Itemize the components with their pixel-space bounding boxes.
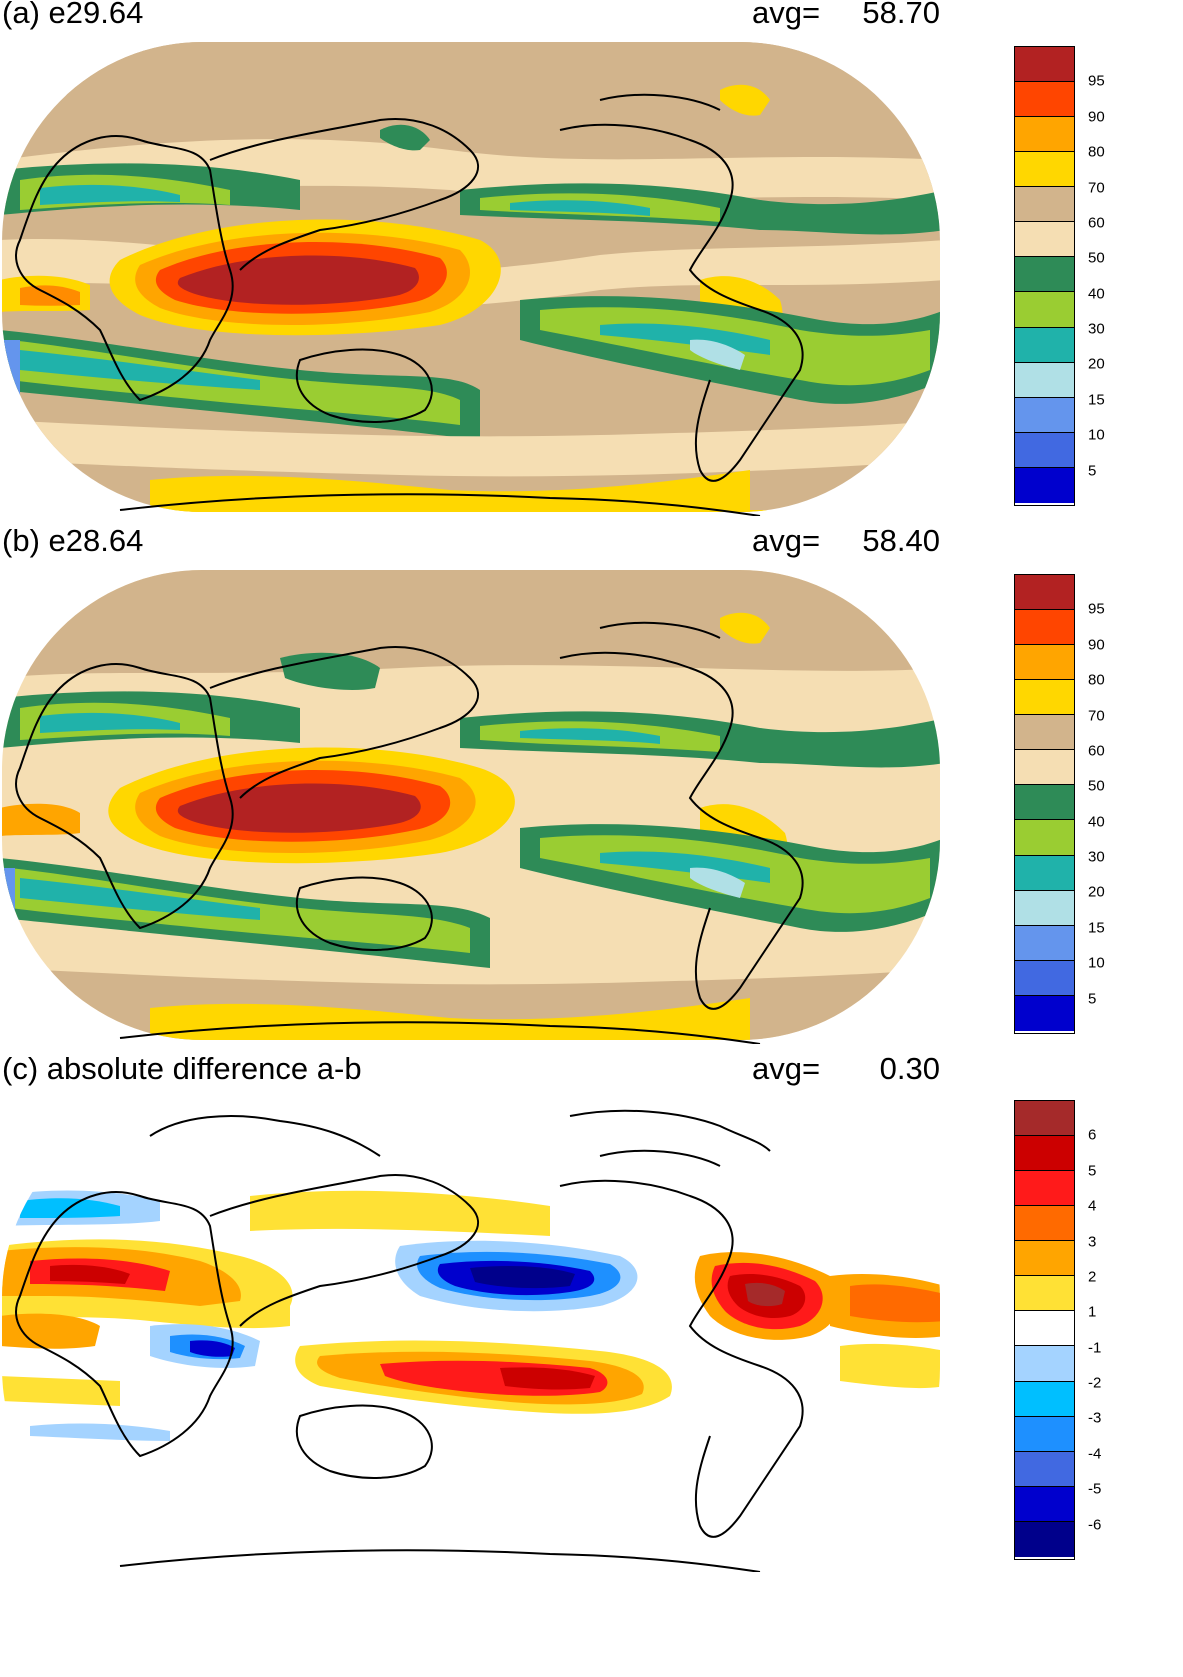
colorbar-swatch — [1015, 575, 1074, 611]
colorbar-tick-label: 1 — [1088, 1303, 1097, 1321]
colorbar-swatch — [1015, 1521, 1074, 1557]
panel-b-title: (b) e28.64 — [2, 523, 144, 558]
colorbar-tick-label: -5 — [1088, 1480, 1102, 1498]
panel-a-avg-label: avg= — [752, 0, 821, 30]
colorbar-swatch — [1015, 117, 1074, 153]
colorbar-swatch — [1015, 610, 1074, 646]
colorbar-tick-label: 80 — [1088, 143, 1105, 161]
colorbar-swatch — [1015, 467, 1074, 503]
colorbar-swatch — [1015, 1276, 1074, 1312]
colorbar-tick-label: 80 — [1088, 671, 1105, 689]
colorbar-swatch — [1015, 1451, 1074, 1487]
colorbar-swatch — [1015, 1381, 1074, 1417]
colorbar-swatch — [1015, 1346, 1074, 1382]
colorbar-swatch — [1015, 397, 1074, 433]
colorbar-swatch — [1015, 257, 1074, 293]
colorbar-tick-label: 70 — [1088, 179, 1105, 197]
colorbar-swatch — [1015, 82, 1074, 118]
colorbar-swatch — [1015, 1136, 1074, 1172]
colorbar-tick-label: 50 — [1088, 777, 1105, 795]
colorbar-swatch — [1015, 1101, 1074, 1137]
colorbar-swatch — [1015, 1486, 1074, 1522]
colorbar-tick-label: -3 — [1088, 1409, 1102, 1427]
colorbar-tick-label: -6 — [1088, 1516, 1102, 1534]
panel-b-avg-value: 58.40 — [862, 523, 940, 558]
colorbar-swatch — [1015, 855, 1074, 891]
colorbar-tick-label: 70 — [1088, 707, 1105, 725]
colorbar-swatch — [1015, 1416, 1074, 1452]
colorbar-swatch — [1015, 1171, 1074, 1207]
colorbar-tick-label: 40 — [1088, 813, 1105, 831]
panel-c-title: (c) absolute difference a-b — [2, 1051, 362, 1086]
colorbar-tick-label: 10 — [1088, 426, 1105, 444]
panel-a-title: (a) e29.64 — [2, 0, 144, 30]
panel-a-map — [2, 42, 940, 516]
colorbar-tick-label: 60 — [1088, 742, 1105, 760]
colorbar-tick-label: 15 — [1088, 391, 1105, 409]
colorbar-tick-label: -2 — [1088, 1374, 1102, 1392]
panel-c-avg-value: 0.30 — [879, 1051, 940, 1086]
colorbar-swatch — [1015, 432, 1074, 468]
colorbar-swatch — [1015, 1241, 1074, 1277]
colorbar-tick-label: 6 — [1088, 1126, 1097, 1144]
colorbar-swatch — [1015, 645, 1074, 681]
colorbar-swatch — [1015, 925, 1074, 961]
colorbar-tick-label: 5 — [1088, 1162, 1097, 1180]
colorbar-tick-label: 40 — [1088, 285, 1105, 303]
colorbar-tick-label: 30 — [1088, 848, 1105, 866]
panel-b-colorbar-cells — [1015, 575, 1074, 1031]
panel-b-map — [2, 570, 940, 1044]
colorbar-tick-label: 90 — [1088, 108, 1105, 126]
panel-a-avg-value: 58.70 — [862, 0, 940, 30]
panel-b-avg-label: avg= — [752, 523, 821, 558]
colorbar-tick-label: 95 — [1088, 600, 1105, 618]
colorbar-swatch — [1015, 680, 1074, 716]
panel-a-colorbar-cells — [1015, 47, 1074, 503]
colorbar-swatch — [1015, 750, 1074, 786]
colorbar-swatch — [1015, 187, 1074, 223]
panel-a-colorbar — [1014, 46, 1075, 506]
colorbar-swatch — [1015, 820, 1074, 856]
colorbar-swatch — [1015, 152, 1074, 188]
colorbar-swatch — [1015, 292, 1074, 328]
colorbar-tick-label: 50 — [1088, 249, 1105, 267]
colorbar-swatch — [1015, 960, 1074, 996]
colorbar-tick-label: 10 — [1088, 954, 1105, 972]
colorbar-swatch — [1015, 890, 1074, 926]
colorbar-tick-label: 2 — [1088, 1268, 1097, 1286]
colorbar-tick-label: 4 — [1088, 1197, 1097, 1215]
colorbar-tick-label: 5 — [1088, 990, 1097, 1008]
colorbar-tick-label: -4 — [1088, 1445, 1102, 1463]
colorbar-swatch — [1015, 362, 1074, 398]
colorbar-swatch — [1015, 715, 1074, 751]
colorbar-tick-label: 90 — [1088, 636, 1105, 654]
panel-c-colorbar-cells — [1015, 1101, 1074, 1557]
colorbar-swatch — [1015, 327, 1074, 363]
colorbar-tick-label: 15 — [1088, 919, 1105, 937]
colorbar-swatch — [1015, 47, 1074, 83]
colorbar-swatch — [1015, 1206, 1074, 1242]
colorbar-tick-label: 3 — [1088, 1233, 1097, 1251]
colorbar-tick-label: 60 — [1088, 214, 1105, 232]
colorbar-swatch — [1015, 995, 1074, 1031]
colorbar-swatch — [1015, 1311, 1074, 1347]
colorbar-tick-label: 20 — [1088, 355, 1105, 373]
colorbar-tick-label: 20 — [1088, 883, 1105, 901]
panel-b-colorbar — [1014, 574, 1075, 1034]
colorbar-tick-label: 30 — [1088, 320, 1105, 338]
colorbar-tick-label: -1 — [1088, 1339, 1102, 1357]
colorbar-tick-label: 5 — [1088, 462, 1097, 480]
panel-c-map — [2, 1098, 940, 1572]
panel-c-avg-label: avg= — [752, 1051, 821, 1086]
colorbar-swatch — [1015, 785, 1074, 821]
colorbar-swatch — [1015, 222, 1074, 258]
colorbar-tick-label: 95 — [1088, 72, 1105, 90]
panel-c-colorbar — [1014, 1100, 1075, 1560]
